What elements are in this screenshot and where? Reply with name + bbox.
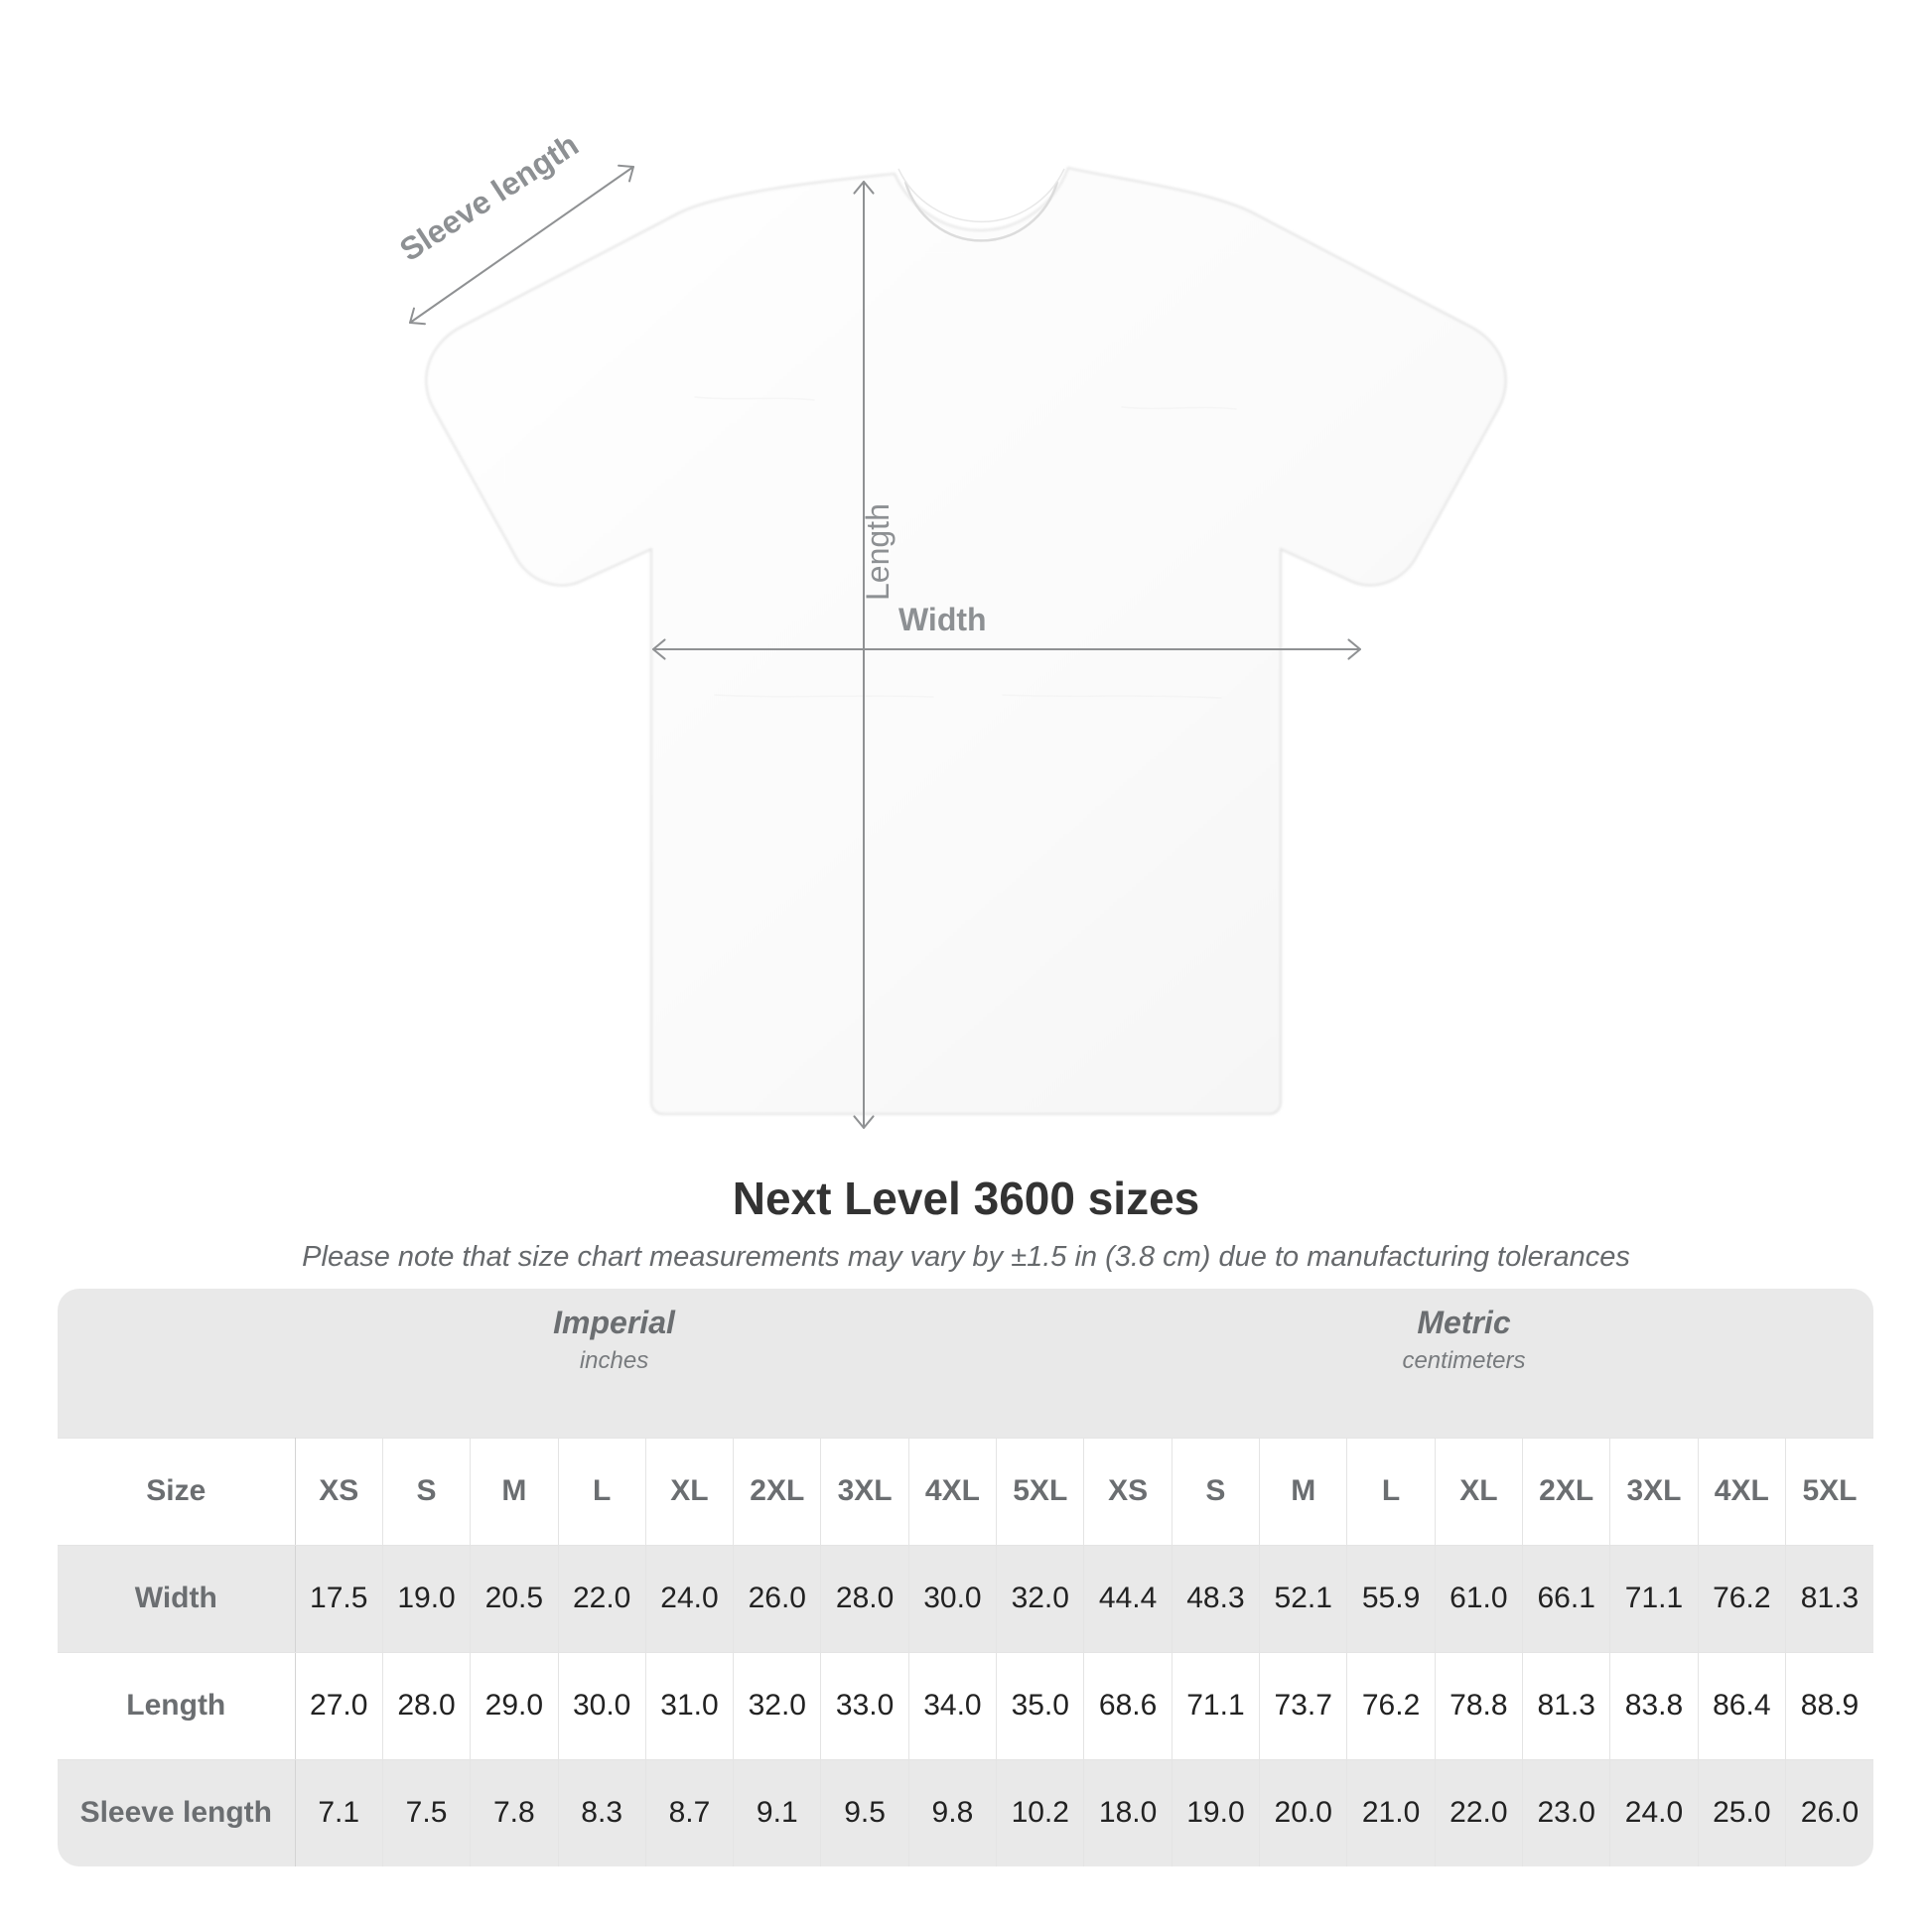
svg-text:Sleeve length: Sleeve length <box>393 126 585 268</box>
svg-text:Width: Width <box>898 602 987 637</box>
svg-text:Length: Length <box>860 503 896 601</box>
